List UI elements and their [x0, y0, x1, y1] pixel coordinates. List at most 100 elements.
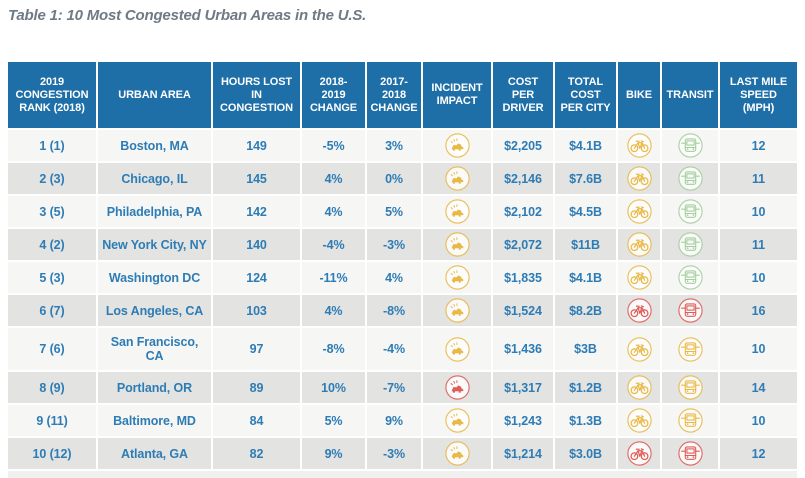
cell-total-cost-per-city: $7.6B [555, 161, 618, 194]
cutoff-row-sliver [8, 469, 797, 478]
cell-change-2018-2019: -5% [302, 128, 367, 161]
cell-change-2018-2019: 10% [302, 370, 367, 403]
cell-hours-lost: 89 [213, 370, 302, 403]
cell-incident-impact [423, 436, 493, 469]
cell-last-mile-speed: 10 [720, 260, 797, 293]
cell-hours-lost: 140 [213, 227, 302, 260]
cell-incident-impact [423, 260, 493, 293]
cell-hours-lost: 82 [213, 436, 302, 469]
table-row: 8 (9) Portland, OR 89 10% -7% $1,317 $1.2B 14 [8, 370, 797, 403]
cell-cost-per-driver: $1,835 [493, 260, 555, 293]
cell-incident-impact [423, 403, 493, 436]
cell-rank: 10 (12) [8, 436, 98, 469]
car-crash-icon [444, 166, 470, 191]
col-header-bike: BIKE [618, 62, 662, 128]
col-header-urban-area: URBAN AREA [98, 62, 213, 128]
table-row: 7 (6) San Francisco, CA 97 -8% -4% $1,436 $3B… [8, 326, 797, 370]
cell-hours-lost: 149 [213, 128, 302, 161]
cell-rank: 9 (11) [8, 403, 98, 436]
cell-bike [618, 326, 662, 370]
cell-change-2017-2018: -4% [367, 326, 423, 370]
cell-total-cost-per-city: $3B [555, 326, 618, 370]
cell-total-cost-per-city: $11B [555, 227, 618, 260]
table-row: 3 (5) Philadelphia, PA 142 4% 5% $2,102 $4.5B… [8, 194, 797, 227]
cell-incident-impact [423, 128, 493, 161]
cell-total-cost-per-city: $4.1B [555, 260, 618, 293]
transit-vehicle-icon [677, 265, 703, 290]
cell-change-2017-2018: 0% [367, 161, 423, 194]
cell-change-2017-2018: -8% [367, 293, 423, 326]
transit-vehicle-icon [677, 336, 703, 362]
title-table-gap [8, 29, 805, 62]
transit-vehicle-icon [677, 375, 703, 400]
col-header-total-cost-per-city: TOTAL COST PER CITY [555, 62, 618, 128]
cell-urban-area: Los Angeles, CA [98, 293, 213, 326]
table-header: 2019 CONGESTION RANK (2018) URBAN AREA HOU… [8, 62, 797, 128]
table-row: 6 (7) Los Angeles, CA 103 4% -8% $1,524 $8.2B… [8, 293, 797, 326]
cell-urban-area: New York City, NY [98, 227, 213, 260]
cell-urban-area: Portland, OR [98, 370, 213, 403]
transit-vehicle-icon [677, 166, 703, 191]
bicycle-icon [626, 375, 652, 400]
cell-change-2017-2018: -7% [367, 370, 423, 403]
bicycle-icon [626, 232, 652, 257]
cell-hours-lost: 142 [213, 194, 302, 227]
col-header-rank: 2019 CONGESTION RANK (2018) [8, 62, 98, 128]
cell-change-2018-2019: 4% [302, 161, 367, 194]
cell-total-cost-per-city: $4.5B [555, 194, 618, 227]
cell-bike [618, 403, 662, 436]
cell-transit [662, 370, 720, 403]
cell-hours-lost: 124 [213, 260, 302, 293]
cell-total-cost-per-city: $8.2B [555, 293, 618, 326]
table-row: 10 (12) Atlanta, GA 82 9% -3% $1,214 $3.0B 12 [8, 436, 797, 469]
cell-incident-impact [423, 227, 493, 260]
cell-rank: 4 (2) [8, 227, 98, 260]
cell-total-cost-per-city: $4.1B [555, 128, 618, 161]
car-crash-icon [444, 336, 470, 362]
cell-urban-area: Philadelphia, PA [98, 194, 213, 227]
transit-vehicle-icon [677, 133, 703, 158]
col-header-change-2017-2018: 2017- 2018 CHANGE [367, 62, 423, 128]
cell-urban-area: San Francisco, CA [98, 326, 213, 370]
cell-incident-impact [423, 370, 493, 403]
cell-hours-lost: 103 [213, 293, 302, 326]
cell-rank: 2 (3) [8, 161, 98, 194]
cell-transit [662, 403, 720, 436]
cell-change-2017-2018: 9% [367, 403, 423, 436]
cell-urban-area: Boston, MA [98, 128, 213, 161]
cell-urban-area: Atlanta, GA [98, 436, 213, 469]
cell-bike [618, 436, 662, 469]
cell-incident-impact [423, 161, 493, 194]
car-crash-icon [444, 441, 470, 466]
col-header-change-2018-2019: 2018- 2019 CHANGE [302, 62, 367, 128]
cell-transit [662, 260, 720, 293]
transit-vehicle-icon [677, 441, 703, 466]
cell-change-2018-2019: -8% [302, 326, 367, 370]
cell-last-mile-speed: 14 [720, 370, 797, 403]
header-row: 2019 CONGESTION RANK (2018) URBAN AREA HOU… [8, 62, 797, 128]
bicycle-icon [626, 408, 652, 433]
table-row: 4 (2) New York City, NY 140 -4% -3% $2,072 $1… [8, 227, 797, 260]
col-header-last-mile-speed: LAST MILE SPEED (MPH) [720, 62, 797, 128]
cell-transit [662, 194, 720, 227]
transit-vehicle-icon [677, 232, 703, 257]
cell-last-mile-speed: 11 [720, 227, 797, 260]
cell-rank: 5 (3) [8, 260, 98, 293]
cell-bike [618, 227, 662, 260]
cell-rank: 7 (6) [8, 326, 98, 370]
table-row: 5 (3) Washington DC 124 -11% 4% $1,835 $4.1B … [8, 260, 797, 293]
cell-hours-lost: 84 [213, 403, 302, 436]
cell-cost-per-driver: $1,317 [493, 370, 555, 403]
cell-last-mile-speed: 11 [720, 161, 797, 194]
cell-change-2018-2019: 4% [302, 293, 367, 326]
cell-cost-per-driver: $1,524 [493, 293, 555, 326]
car-crash-icon [444, 298, 470, 323]
car-crash-icon [444, 199, 470, 224]
cell-bike [618, 194, 662, 227]
bicycle-icon [626, 298, 652, 323]
table-row: 9 (11) Baltimore, MD 84 5% 9% $1,243 $1.3B 10 [8, 403, 797, 436]
cell-change-2017-2018: -3% [367, 227, 423, 260]
cell-bike [618, 161, 662, 194]
bicycle-icon [626, 133, 652, 158]
